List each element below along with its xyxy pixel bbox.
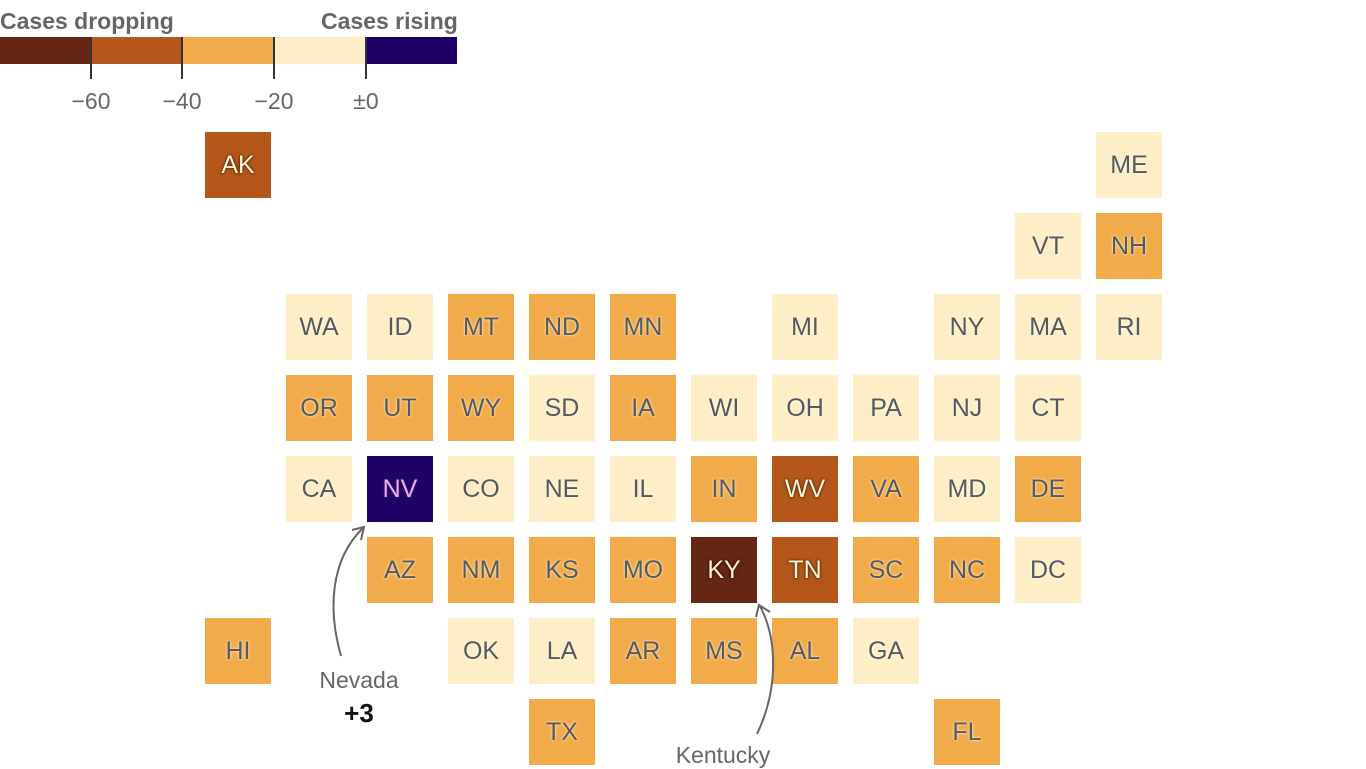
state-tile-de: DE bbox=[1015, 456, 1081, 522]
annotation-kentucky-label: Kentucky bbox=[675, 742, 771, 768]
state-tile-mo: MO bbox=[610, 537, 676, 603]
state-tile-sc: SC bbox=[853, 537, 919, 603]
nevada-arrow-icon bbox=[332, 527, 364, 657]
legend-swatch-20-0 bbox=[274, 37, 366, 64]
state-tile-ky: KY bbox=[691, 537, 757, 603]
state-tile-ar: AR bbox=[610, 618, 676, 684]
legend-tick-label: −40 bbox=[162, 88, 202, 114]
state-tile-ct: CT bbox=[1015, 375, 1081, 441]
kentucky-arrow-icon bbox=[756, 605, 775, 735]
state-tile-az: AZ bbox=[367, 537, 433, 603]
state-tile-al: AL bbox=[772, 618, 838, 684]
state-tile-mt: MT bbox=[448, 294, 514, 360]
state-tile-nd: ND bbox=[529, 294, 595, 360]
legend-tick bbox=[273, 37, 275, 79]
state-tile-nh: NH bbox=[1096, 213, 1162, 279]
annotation-nevada-value: +3 bbox=[344, 698, 374, 728]
state-tile-pa: PA bbox=[853, 375, 919, 441]
state-tile-ri: RI bbox=[1096, 294, 1162, 360]
state-tile-ca: CA bbox=[286, 456, 352, 522]
state-tile-ut: UT bbox=[367, 375, 433, 441]
state-tile-id: ID bbox=[367, 294, 433, 360]
legend-tick-label: ±0 bbox=[353, 88, 379, 114]
state-tile-ms: MS bbox=[691, 618, 757, 684]
state-tile-va: VA bbox=[853, 456, 919, 522]
state-tile-ny: NY bbox=[934, 294, 1000, 360]
annotation-nevada-label: Nevada bbox=[319, 667, 399, 693]
state-tile-wy: WY bbox=[448, 375, 514, 441]
state-tile-hi: HI bbox=[205, 618, 271, 684]
state-tile-ga: GA bbox=[853, 618, 919, 684]
state-tile-mi: MI bbox=[772, 294, 838, 360]
legend-swatch-40-20 bbox=[182, 37, 274, 64]
state-tile-nj: NJ bbox=[934, 375, 1000, 441]
state-tile-la: LA bbox=[529, 618, 595, 684]
legend-tick-label: −20 bbox=[254, 88, 294, 114]
state-tile-or: OR bbox=[286, 375, 352, 441]
state-tile-nc: NC bbox=[934, 537, 1000, 603]
state-tile-tx: TX bbox=[529, 699, 595, 765]
state-tile-wa: WA bbox=[286, 294, 352, 360]
state-tile-ia: IA bbox=[610, 375, 676, 441]
legend-title-rising: Cases rising bbox=[321, 8, 458, 34]
state-tile-ma: MA bbox=[1015, 294, 1081, 360]
state-tile-dc: DC bbox=[1015, 537, 1081, 603]
state-tile-ak: AK bbox=[205, 132, 271, 198]
legend-swatch-60-40 bbox=[91, 37, 182, 64]
state-tile-sd: SD bbox=[529, 375, 595, 441]
state-tile-co: CO bbox=[448, 456, 514, 522]
state-tile-il: IL bbox=[610, 456, 676, 522]
state-tile-tn: TN bbox=[772, 537, 838, 603]
legend-tick bbox=[181, 37, 183, 79]
state-tile-mn: MN bbox=[610, 294, 676, 360]
state-tile-me: ME bbox=[1096, 132, 1162, 198]
state-tile-wi: WI bbox=[691, 375, 757, 441]
legend-tick bbox=[365, 37, 367, 79]
state-tile-nv: NV bbox=[367, 456, 433, 522]
state-tile-ne: NE bbox=[529, 456, 595, 522]
legend-swatch-below-60 bbox=[0, 37, 91, 64]
state-tile-md: MD bbox=[934, 456, 1000, 522]
state-tile-wv: WV bbox=[772, 456, 838, 522]
state-tile-in: IN bbox=[691, 456, 757, 522]
state-tile-fl: FL bbox=[934, 699, 1000, 765]
state-tile-nm: NM bbox=[448, 537, 514, 603]
legend-tick-label: −60 bbox=[71, 88, 111, 114]
legend-swatch-rising bbox=[366, 37, 457, 64]
state-tile-ks: KS bbox=[529, 537, 595, 603]
state-tile-ok: OK bbox=[448, 618, 514, 684]
state-tile-vt: VT bbox=[1015, 213, 1081, 279]
legend-tick bbox=[90, 37, 92, 79]
legend-title-dropping: Cases dropping bbox=[0, 8, 174, 34]
state-tile-oh: OH bbox=[772, 375, 838, 441]
